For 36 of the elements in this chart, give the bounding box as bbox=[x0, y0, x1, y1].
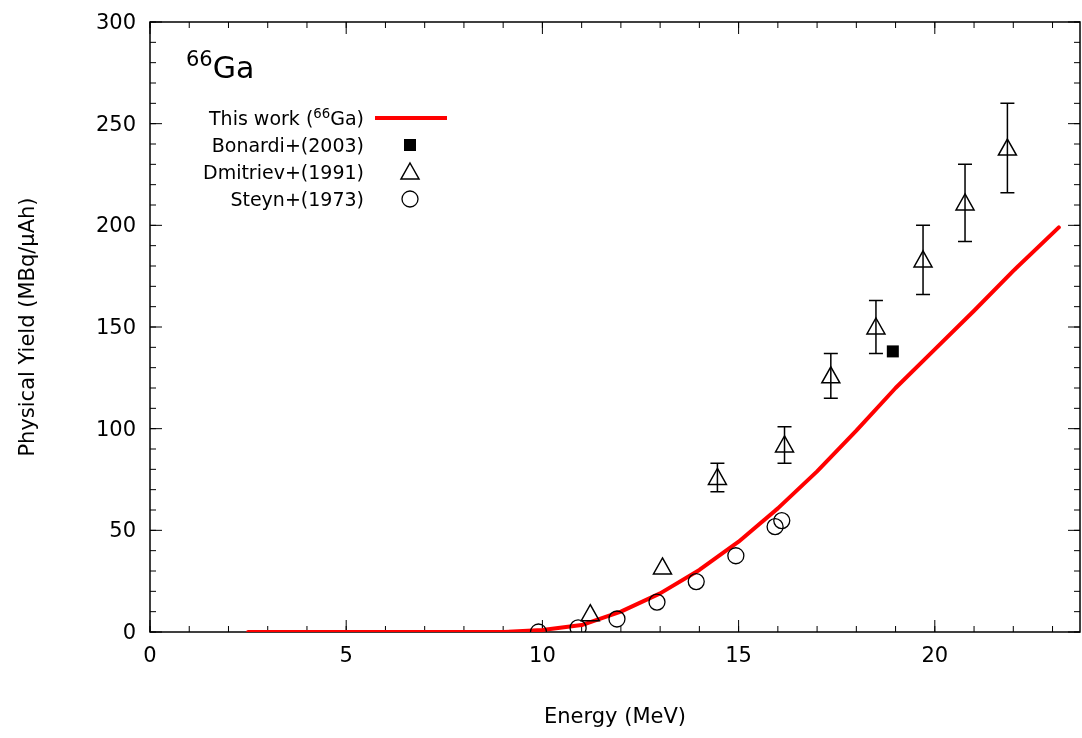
point bbox=[955, 193, 975, 211]
legend-label: Steyn+(1973) bbox=[230, 188, 364, 210]
point bbox=[648, 593, 666, 611]
point bbox=[913, 250, 933, 268]
legend-label: This work ($^{66}$Ga) bbox=[208, 105, 364, 129]
point bbox=[707, 467, 728, 486]
point bbox=[580, 603, 601, 622]
x-tick-label: 10 bbox=[529, 643, 556, 667]
y-tick-label: 50 bbox=[109, 518, 136, 543]
y-tick-label: 200 bbox=[95, 213, 136, 238]
point bbox=[652, 557, 673, 575]
legend-label: Dmitriev+(1991) bbox=[203, 161, 364, 183]
point bbox=[866, 317, 886, 335]
legend-label: Bonardi+(2003) bbox=[211, 134, 364, 156]
y-tick-label: 150 bbox=[95, 315, 136, 339]
x-tick-label: 20 bbox=[921, 643, 949, 667]
point bbox=[997, 138, 1018, 156]
y-tick-label: 250 bbox=[95, 111, 136, 136]
annotation: $^{66}$Ga bbox=[186, 47, 255, 85]
x-tick-label: 0 bbox=[143, 643, 157, 667]
point bbox=[727, 547, 745, 565]
point bbox=[766, 518, 784, 536]
y-tick-label: 0 bbox=[122, 620, 136, 644]
point bbox=[687, 572, 705, 591]
point bbox=[821, 366, 841, 384]
point bbox=[608, 610, 626, 628]
y-tick-label: 300 bbox=[95, 10, 136, 34]
line-series bbox=[246, 225, 1061, 632]
x-tick-label: 5 bbox=[339, 643, 353, 667]
point bbox=[886, 345, 899, 358]
y-tick-label: 100 bbox=[95, 416, 136, 441]
x-axis-title: Energy (MeV) bbox=[544, 704, 686, 728]
y-axis-title: Physical Yield (MBq/μAh) bbox=[15, 197, 39, 457]
x-tick-label: 15 bbox=[725, 643, 752, 667]
point bbox=[774, 435, 795, 453]
point bbox=[773, 511, 791, 530]
